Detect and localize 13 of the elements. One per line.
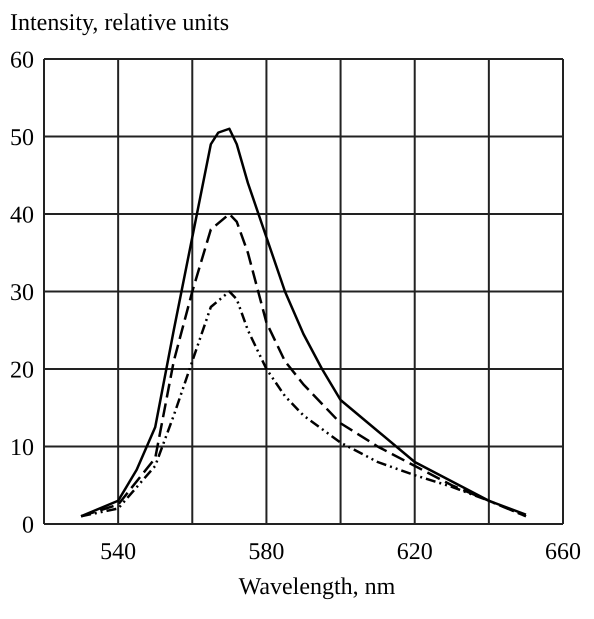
y-axis-title: Intensity, relative units xyxy=(9,9,230,38)
x-tick-label: 540 xyxy=(100,539,136,566)
y-tick-label: 20 xyxy=(10,358,34,384)
x-tick-label: 580 xyxy=(248,539,284,566)
x-tick-label: 620 xyxy=(396,539,433,566)
x-tick-label: 660 xyxy=(545,539,581,566)
y-tick-label: 0 xyxy=(22,512,34,539)
x-axis-title: Wavelength, nm xyxy=(238,574,396,601)
y-tick-label: 60 xyxy=(10,48,34,74)
y-tick-label: 10 xyxy=(10,435,34,462)
y-tick-label: 40 xyxy=(10,202,34,229)
y-tick-label: 30 xyxy=(10,280,34,306)
y-tick-label: 50 xyxy=(10,125,34,152)
